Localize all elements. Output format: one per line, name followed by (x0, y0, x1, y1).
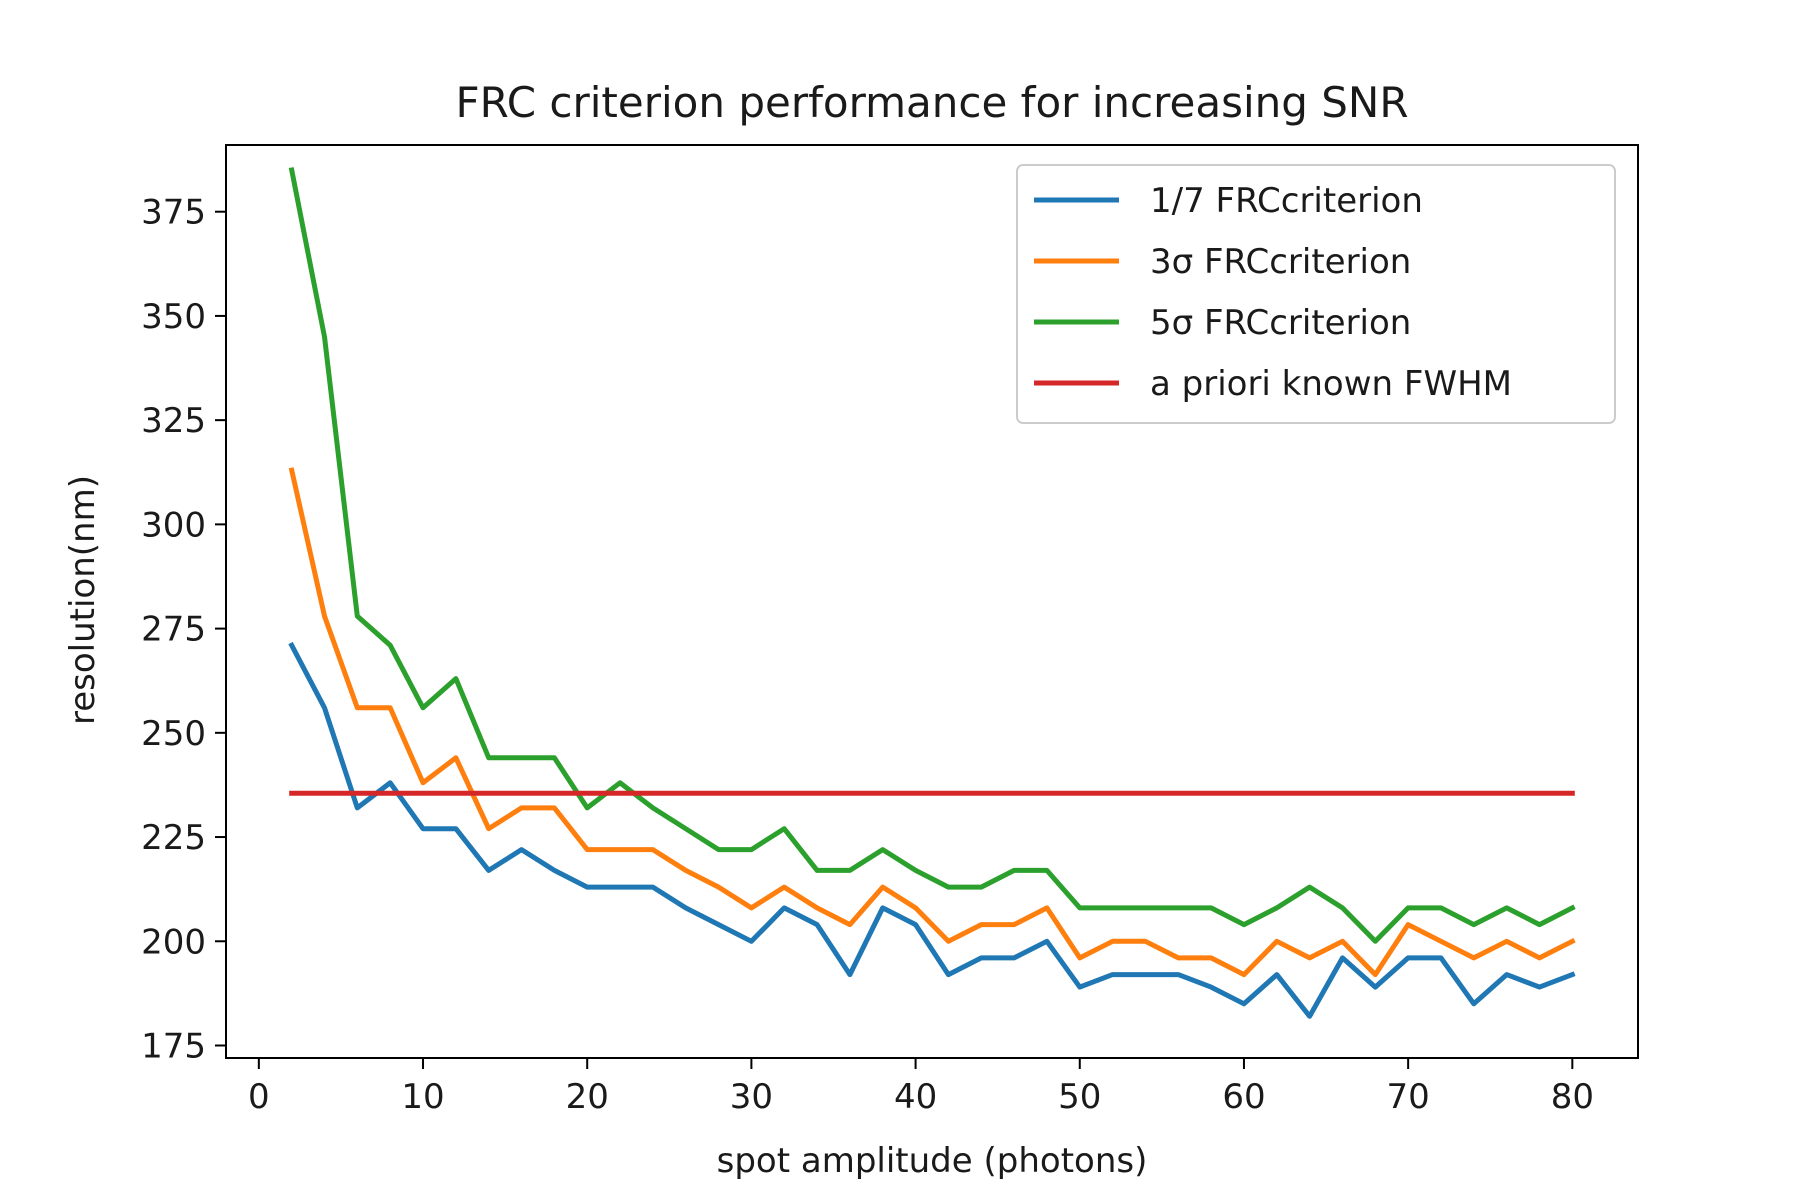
y-tick-label: 225 (141, 818, 206, 858)
legend-frame (1016, 164, 1616, 424)
legend-label-3: a priori known FWHM (1150, 364, 1512, 404)
series-line-1 (288, 467, 1576, 978)
x-tick-label: 10 (401, 1077, 444, 1117)
series-line-0 (288, 641, 1576, 1019)
x-axis: 0 10 20 30 40 50 60 70 80 (248, 1058, 1594, 1117)
x-tick-label: 80 (1551, 1077, 1594, 1117)
y-tick-label: 250 (141, 714, 206, 754)
y-axis: 175 200 225 250 275 300 325 350 375 (141, 193, 226, 1066)
legend-label-0: 1/7 FRCcriterion (1150, 181, 1423, 221)
series-line-2 (288, 167, 1576, 944)
plot-frame (225, 144, 1639, 1059)
chart-title: FRC criterion performance for increasing… (455, 78, 1408, 127)
legend-label-1: 3σ FRCcriterion (1150, 242, 1411, 282)
y-tick-label: 200 (141, 922, 206, 962)
x-tick-label: 40 (894, 1077, 937, 1117)
x-tick-label: 70 (1387, 1077, 1430, 1117)
x-tick-label: 50 (1058, 1077, 1101, 1117)
y-tick-label: 300 (141, 505, 206, 545)
y-tick-label: 375 (141, 193, 206, 233)
y-tick-label: 325 (141, 401, 206, 441)
x-tick-label: 20 (566, 1077, 609, 1117)
x-tick-label: 0 (248, 1077, 270, 1117)
x-tick-label: 30 (730, 1077, 773, 1117)
y-tick-label: 175 (141, 1026, 206, 1066)
y-axis-label: resolution(nm) (63, 475, 103, 725)
x-tick-label: 60 (1222, 1077, 1265, 1117)
legend-label-2: 5σ FRCcriterion (1150, 303, 1411, 343)
y-tick-label: 275 (141, 610, 206, 650)
y-tick-label: 350 (141, 297, 206, 337)
x-axis-label: spot amplitude (photons) (717, 1141, 1148, 1181)
series-layer (288, 167, 1576, 1019)
legend: 1/7 FRCcriterion 3σ FRCcriterion 5σ FRCcri… (1016, 164, 1616, 424)
